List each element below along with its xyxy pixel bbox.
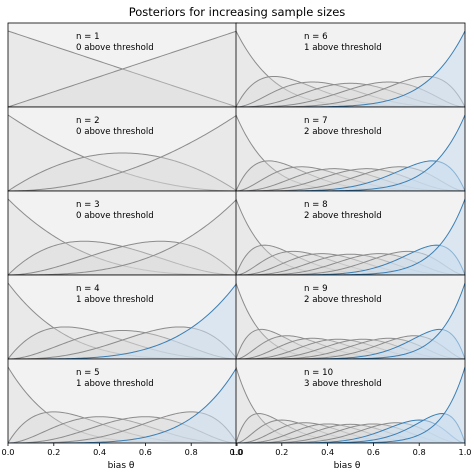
- posterior-fill-k-3: [236, 338, 465, 359]
- panel-frame: [235, 358, 466, 444]
- x-axis-label-left: bias θ: [108, 461, 135, 471]
- panel-n-label: n = 2: [76, 116, 100, 126]
- x-axes: 0.0 0.2 0.4 0.6 0.8 1.00.0 0.2 0.4 0.6 0.8 1.0: [1, 443, 472, 457]
- posterior-curve-k-9: [236, 413, 465, 443]
- panel-background: [8, 191, 237, 275]
- panel-n-4: n = 41 above threshold: [7, 274, 238, 360]
- panel-above-label: 1 above threshold: [76, 295, 154, 305]
- posterior-fill-k-1: [8, 411, 237, 443]
- posterior-fill-k-4: [8, 283, 237, 359]
- posterior-fill-k-2: [8, 241, 237, 275]
- panel-n-3: n = 30 above threshold: [7, 190, 238, 276]
- posterior-fill-k-1: [236, 245, 465, 275]
- posterior-fill-k-0: [236, 199, 465, 275]
- posterior-fill-k-10: [236, 367, 465, 443]
- posterior-curve-k-6: [236, 30, 465, 107]
- posterior-curve-k-1: [8, 30, 237, 107]
- x-axis-label-right: bias θ: [334, 461, 361, 471]
- posterior-fill-k-0: [8, 367, 237, 443]
- panel-above-label: 2 above threshold: [304, 295, 382, 305]
- posterior-fill-k-1: [8, 241, 237, 275]
- panel-n-label: n = 3: [76, 200, 100, 210]
- posterior-fill-k-2: [8, 115, 237, 191]
- posterior-curve-k-1: [8, 152, 237, 191]
- panel-n-9: n = 92 above threshold: [235, 274, 466, 360]
- panel-n-label: n = 5: [76, 368, 100, 378]
- posterior-fill-k-0: [236, 367, 465, 443]
- panel-n-label: n = 8: [304, 200, 328, 210]
- panel-above-label: 2 above threshold: [304, 127, 382, 137]
- posterior-curve-k-2: [8, 240, 237, 275]
- figure-title: Posteriors for increasing sample sizes: [129, 5, 346, 19]
- panel-n-10: n = 103 above threshold: [235, 358, 466, 444]
- posterior-fill-k-9: [236, 413, 465, 443]
- panel-n-1: n = 10 above threshold: [7, 22, 238, 108]
- x-tick-label: 0.4: [93, 447, 106, 457]
- x-tick-label: 0.0: [1, 447, 14, 457]
- posterior-fill-k-0: [8, 199, 237, 275]
- posterior-fill-k-0: [8, 115, 237, 191]
- posterior-fill-k-1: [236, 329, 465, 359]
- panel-above-label: 3 above threshold: [304, 379, 382, 389]
- posterior-fill-k-3: [236, 422, 465, 443]
- panel-n-label: n = 1: [76, 32, 100, 42]
- posterior-fill-k-2: [236, 251, 465, 275]
- posterior-fill-k-0: [236, 283, 465, 359]
- posterior-fill-k-2: [236, 81, 465, 107]
- posterior-fill-k-4: [236, 339, 465, 359]
- posterior-fill-k-3: [236, 168, 465, 191]
- panel-n-7: n = 72 above threshold: [235, 106, 466, 192]
- x-tick-label: 0.6: [139, 447, 152, 457]
- x-tick-label: 0.8: [413, 447, 426, 457]
- posterior-fill-k-5: [8, 367, 237, 443]
- panel-n-8: n = 82 above threshold: [235, 190, 466, 276]
- posterior-fill-k-8: [236, 199, 465, 275]
- panel-above-label: 0 above threshold: [76, 43, 154, 53]
- panel-n-6: n = 61 above threshold: [235, 22, 466, 108]
- posterior-curve-k-7: [236, 244, 465, 275]
- panel-above-label: 1 above threshold: [304, 43, 382, 53]
- x-tick-label: 1.0: [230, 447, 243, 457]
- panel-background: [8, 23, 237, 107]
- posterior-fill-k-1: [236, 413, 465, 443]
- x-tick-label: 0.4: [321, 447, 334, 457]
- x-tick-label: 0.2: [47, 447, 60, 457]
- posterior-fill-k-3: [236, 253, 465, 275]
- posterior-fill-k-1: [236, 160, 465, 191]
- x-tick-label: 1.0: [458, 447, 471, 457]
- panel-n-label: n = 10: [304, 368, 333, 378]
- posterior-fill-k-1: [8, 326, 237, 359]
- posterior-fill-k-7: [236, 115, 465, 191]
- posterior-fill-k-8: [236, 329, 465, 359]
- posterior-fill-k-0: [8, 283, 237, 359]
- posterior-curve-k-2: [8, 114, 237, 191]
- posterior-fill-k-6: [236, 31, 465, 107]
- panel-above-label: 0 above threshold: [76, 211, 154, 221]
- panel-n-label: n = 4: [76, 284, 100, 294]
- panel-above-label: 1 above threshold: [76, 379, 154, 389]
- panel-n-label: n = 7: [304, 116, 328, 126]
- panel-n-label: n = 6: [304, 32, 328, 42]
- panel-above-label: 0 above threshold: [76, 127, 154, 137]
- posterior-fill-k-9: [236, 283, 465, 359]
- panel-n-5: n = 51 above threshold: [7, 358, 238, 444]
- x-tick-label: 0.0: [229, 447, 242, 457]
- x-tick-label: 0.8: [185, 447, 198, 457]
- posterior-curve-k-7: [236, 114, 465, 191]
- panel-background: [8, 107, 237, 191]
- x-tick-label: 0.6: [367, 447, 380, 457]
- x-tick-label: 0.2: [275, 447, 288, 457]
- posterior-fill-k-0: [236, 115, 465, 191]
- posterior-fill-k-3: [8, 199, 237, 275]
- panel-n-2: n = 20 above threshold: [7, 106, 238, 192]
- panel-n-label: n = 9: [304, 284, 328, 294]
- posterior-fill-k-2: [236, 420, 465, 443]
- panel-above-label: 2 above threshold: [304, 211, 382, 221]
- posterior-curve-k-8: [236, 328, 465, 359]
